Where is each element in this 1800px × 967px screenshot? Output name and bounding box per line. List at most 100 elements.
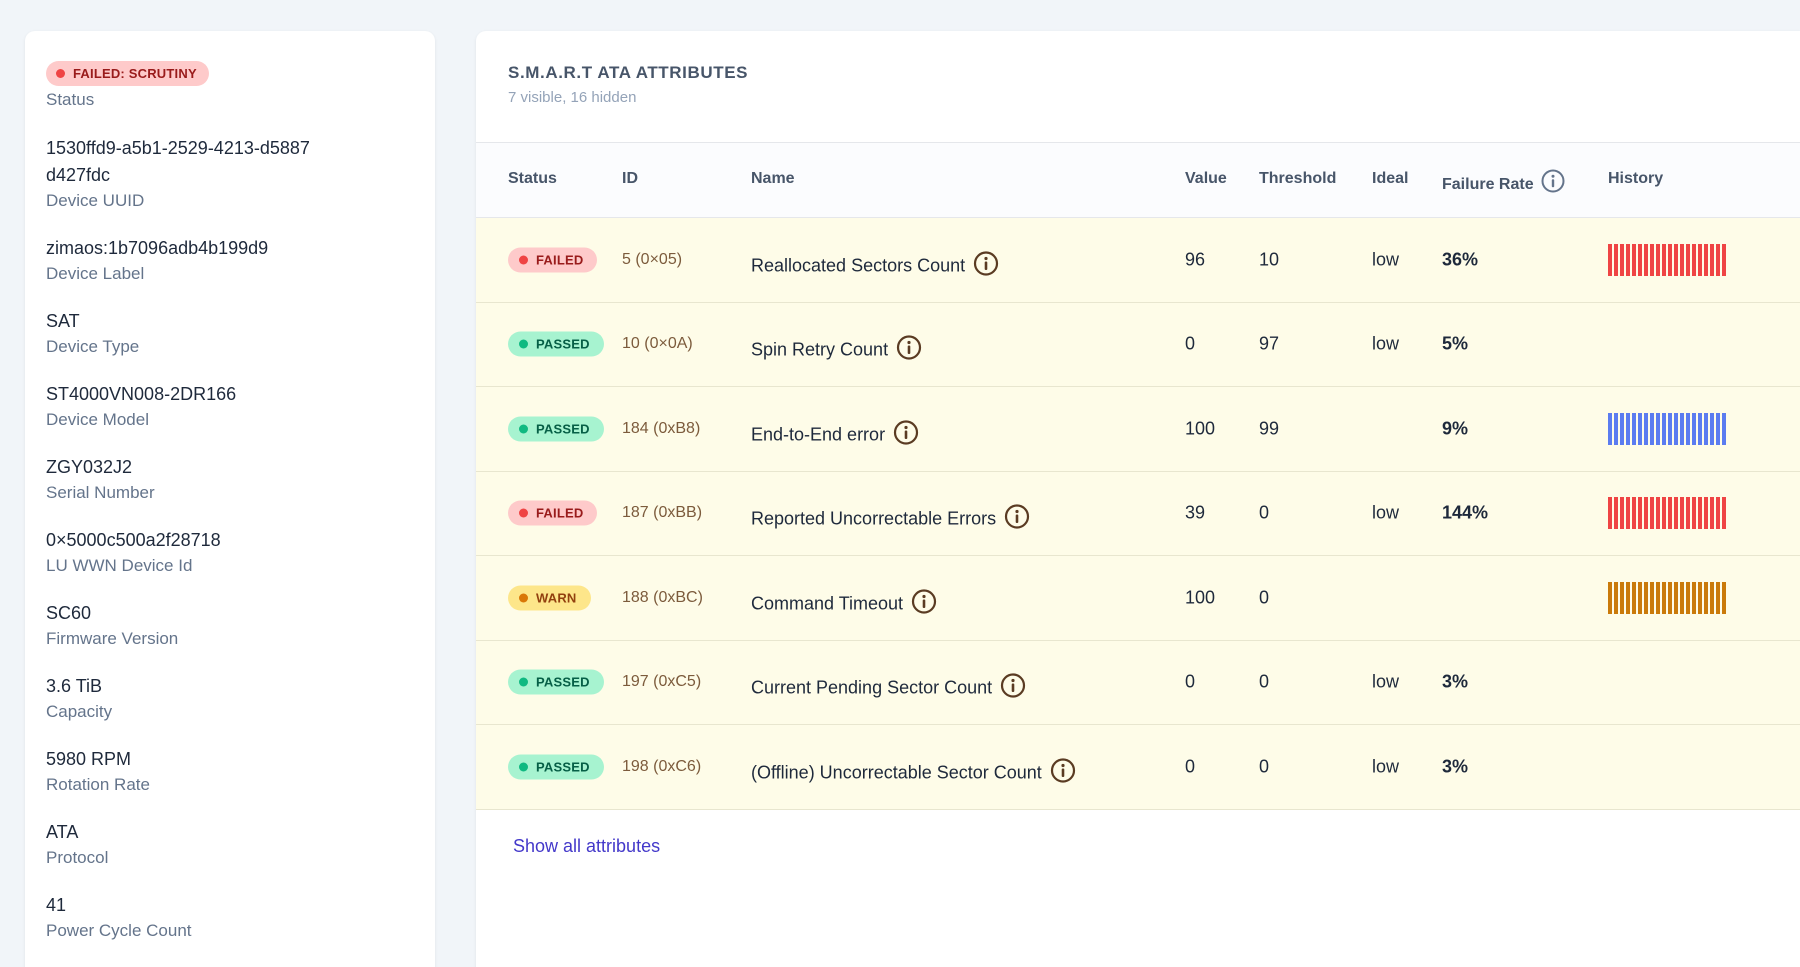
history-bar (1662, 497, 1666, 530)
history-bar (1704, 581, 1708, 614)
status-cell: FAILED (508, 500, 598, 526)
info-circle-icon[interactable] (896, 335, 922, 361)
history-bar (1638, 497, 1642, 530)
attribute-failure-rate: 36% (1442, 249, 1479, 270)
table-row[interactable]: FAILED 5 (0×05) Reallocated Sectors Count 9… (476, 218, 1800, 303)
history-sparkline (1608, 581, 1726, 614)
attribute-value: 0 (1185, 756, 1196, 777)
column-value[interactable]: Value (1185, 170, 1227, 187)
info-circle-icon[interactable] (893, 419, 919, 445)
history-bar (1680, 497, 1684, 530)
table-row[interactable]: PASSED 10 (0×0A) Spin Retry Count 0 97 low 5% (476, 302, 1800, 387)
history-bar (1656, 497, 1660, 530)
status-text: FAILED (536, 505, 584, 521)
history-bar (1692, 581, 1696, 614)
history-bar (1698, 412, 1702, 445)
history-bar (1698, 243, 1702, 276)
card-header: S.M.A.R.T ATA ATTRIBUTES 7 visible, 16 h… (476, 31, 1800, 143)
info-circle-icon[interactable] (911, 588, 937, 614)
detail-label: Firmware Version (46, 629, 179, 648)
status-badge: PASSED (508, 754, 604, 780)
info-circle-icon[interactable] (1000, 673, 1026, 699)
attribute-id: 10 (0×0A) (622, 335, 693, 353)
history-bar (1716, 497, 1720, 530)
history-bar (1692, 412, 1696, 445)
history-bars (1608, 581, 1726, 614)
status-cell: WARN (508, 585, 591, 611)
history-bar (1674, 412, 1678, 445)
history-bar (1698, 497, 1702, 530)
device-detail: ZGY032J2 Serial Number (46, 454, 414, 505)
status-badge: PASSED (508, 669, 604, 695)
history-bars (1608, 412, 1726, 445)
history-bar (1674, 581, 1678, 614)
history-bar (1692, 243, 1696, 276)
device-detail: ST4000VN008-2DR166 Device Model (46, 381, 414, 432)
attribute-threshold: 10 (1259, 249, 1280, 270)
device-status-badge: FAILED: SCRUTINY (46, 61, 209, 86)
info-circle-icon[interactable] (1004, 504, 1030, 530)
detail-label: Capacity (46, 702, 113, 721)
column-name[interactable]: Name (751, 170, 795, 187)
history-bar (1626, 412, 1630, 445)
detail-label: Device Type (46, 337, 140, 356)
smart-attributes-card: S.M.A.R.T ATA ATTRIBUTES 7 visible, 16 h… (476, 31, 1800, 967)
attribute-threshold: 97 (1259, 333, 1280, 354)
attribute-name-cell: Current Pending Sector Count (751, 666, 1026, 699)
column-failure-rate[interactable]: Failure Rate (1442, 167, 1566, 194)
table-row[interactable]: PASSED 184 (0xB8) End-to-End error 100 99 9% (476, 387, 1800, 472)
info-circle-icon[interactable] (1540, 168, 1566, 194)
info-circle-icon[interactable] (973, 250, 999, 276)
history-bar (1668, 243, 1672, 276)
history-sparkline (1608, 243, 1726, 276)
history-bar (1614, 497, 1618, 530)
history-bar (1632, 497, 1636, 530)
status-badge: PASSED (508, 416, 604, 442)
attribute-name-cell: Spin Retry Count (751, 328, 922, 361)
column-status[interactable]: Status (508, 170, 557, 187)
device-detail: 5980 RPM Rotation Rate (46, 746, 414, 797)
attribute-failure-rate: 9% (1442, 418, 1469, 439)
device-details-card: FAILED: SCRUTINY Status 1530ffd9-a5b1-25… (25, 31, 435, 967)
table-row[interactable]: PASSED 197 (0xC5) Current Pending Sector C… (476, 640, 1800, 725)
history-bars (1608, 243, 1726, 276)
status-badge: WARN (508, 585, 591, 611)
table-row[interactable]: FAILED 187 (0xBB) Reported Uncorrectable E… (476, 471, 1800, 556)
history-bar (1620, 497, 1624, 530)
table-header: Status ID Name Value Threshold Ideal Fai… (476, 143, 1800, 218)
attribute-ideal: low (1372, 756, 1400, 777)
attribute-value: 100 (1185, 587, 1216, 608)
history-bar (1722, 412, 1726, 445)
attribute-id: 188 (0xBC) (622, 588, 703, 606)
status-text: PASSED (536, 336, 590, 352)
detail-label: Status (46, 90, 95, 109)
column-id[interactable]: ID (622, 170, 638, 187)
history-bar (1674, 497, 1678, 530)
attribute-name: Command Timeout (751, 593, 904, 614)
status-dot-icon (519, 424, 528, 434)
status-badge: PASSED (508, 331, 604, 357)
table-row[interactable]: PASSED 198 (0xC6) (Offline) Uncorrectable … (476, 725, 1800, 810)
column-ideal[interactable]: Ideal (1372, 170, 1409, 187)
detail-label: Protocol (46, 848, 109, 867)
status-cell: PASSED (508, 416, 604, 442)
history-bar (1722, 243, 1726, 276)
status-cell: PASSED (508, 754, 604, 780)
history-bar (1620, 581, 1624, 614)
info-circle-icon[interactable] (1050, 757, 1076, 783)
history-bar (1680, 243, 1684, 276)
attribute-id: 184 (0xB8) (622, 419, 701, 437)
device-status: FAILED: SCRUTINY Status (46, 61, 414, 112)
status-dot-icon (519, 508, 528, 518)
history-bar (1650, 412, 1654, 445)
history-bar (1620, 243, 1624, 276)
show-all-attributes-link[interactable]: Show all attributes (513, 836, 661, 856)
history-bar (1704, 412, 1708, 445)
column-threshold[interactable]: Threshold (1259, 170, 1337, 187)
status-cell: PASSED (508, 669, 604, 695)
table-row[interactable]: WARN 188 (0xBC) Command Timeout 100 0 (476, 556, 1800, 641)
history-bar (1698, 581, 1702, 614)
attribute-name: Current Pending Sector Count (751, 677, 993, 698)
history-bar (1632, 412, 1636, 445)
column-history[interactable]: History (1608, 170, 1664, 187)
